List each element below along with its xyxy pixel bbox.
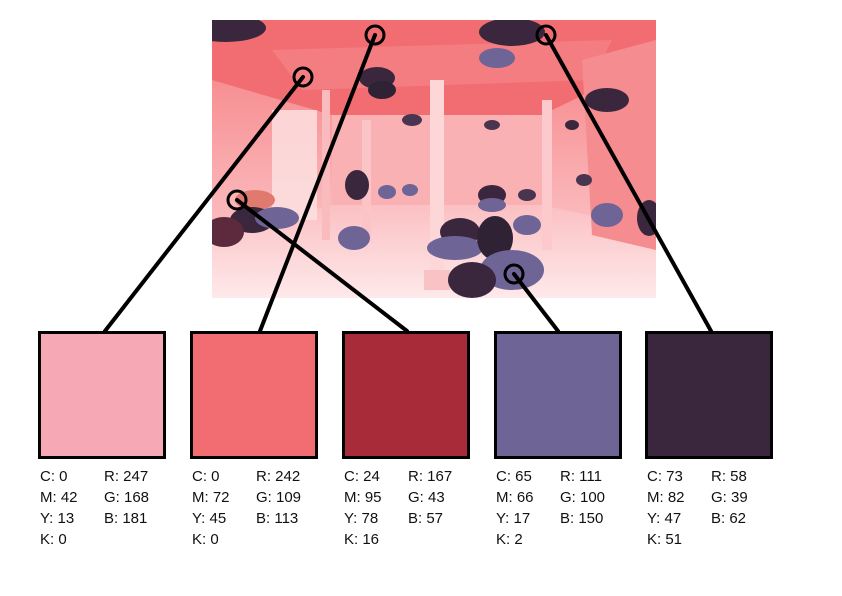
color-swatch-4 bbox=[494, 331, 622, 459]
cmyk-k: K: 0 bbox=[40, 531, 67, 548]
rgb-g: G: 43 bbox=[408, 489, 445, 506]
cmyk-c: C: 0 bbox=[192, 468, 220, 485]
rgb-b: B: 150 bbox=[560, 510, 604, 527]
cmyk-y: Y: 45 bbox=[192, 510, 227, 527]
color-swatch-5 bbox=[645, 331, 773, 459]
color-swatch-2 bbox=[190, 331, 318, 459]
rgb-g: G: 109 bbox=[256, 489, 302, 506]
cmyk-c: C: 0 bbox=[40, 468, 68, 485]
cmyk-c: C: 65 bbox=[496, 468, 532, 485]
rgb-r: R: 58 bbox=[711, 468, 747, 485]
cmyk-k: K: 51 bbox=[647, 531, 683, 548]
cmyk-k: K: 2 bbox=[496, 531, 523, 548]
cmyk-y: Y: 17 bbox=[496, 510, 531, 527]
cmyk-m: M: 42 bbox=[40, 489, 78, 506]
showroom-photo bbox=[212, 20, 656, 298]
rgb-g: G: 100 bbox=[560, 489, 606, 506]
cmyk-m: M: 66 bbox=[496, 489, 534, 506]
rgb-r: R: 242 bbox=[256, 468, 301, 485]
rgb-g: G: 168 bbox=[104, 489, 150, 506]
cmyk-m: M: 95 bbox=[344, 489, 382, 506]
cmyk-c: C: 24 bbox=[344, 468, 380, 485]
rgb-b: B: 62 bbox=[711, 510, 747, 527]
rgb-g: G: 39 bbox=[711, 489, 748, 506]
cmyk-k: K: 16 bbox=[344, 531, 380, 548]
cmyk-k: K: 0 bbox=[192, 531, 219, 548]
cmyk-y: Y: 78 bbox=[344, 510, 379, 527]
rgb-b: B: 113 bbox=[256, 510, 299, 527]
cmyk-c: C: 73 bbox=[647, 468, 683, 485]
rgb-r: R: 111 bbox=[560, 468, 602, 485]
rgb-r: R: 167 bbox=[408, 468, 453, 485]
cmyk-m: M: 82 bbox=[647, 489, 685, 506]
color-swatch-3 bbox=[342, 331, 470, 459]
rgb-b: B: 57 bbox=[408, 510, 444, 527]
rgb-r: R: 247 bbox=[104, 468, 149, 485]
rgb-b: B: 181 bbox=[104, 510, 148, 527]
cmyk-y: Y: 47 bbox=[647, 510, 682, 527]
color-swatch-1 bbox=[38, 331, 166, 459]
cmyk-m: M: 72 bbox=[192, 489, 230, 506]
cmyk-y: Y: 13 bbox=[40, 510, 75, 527]
